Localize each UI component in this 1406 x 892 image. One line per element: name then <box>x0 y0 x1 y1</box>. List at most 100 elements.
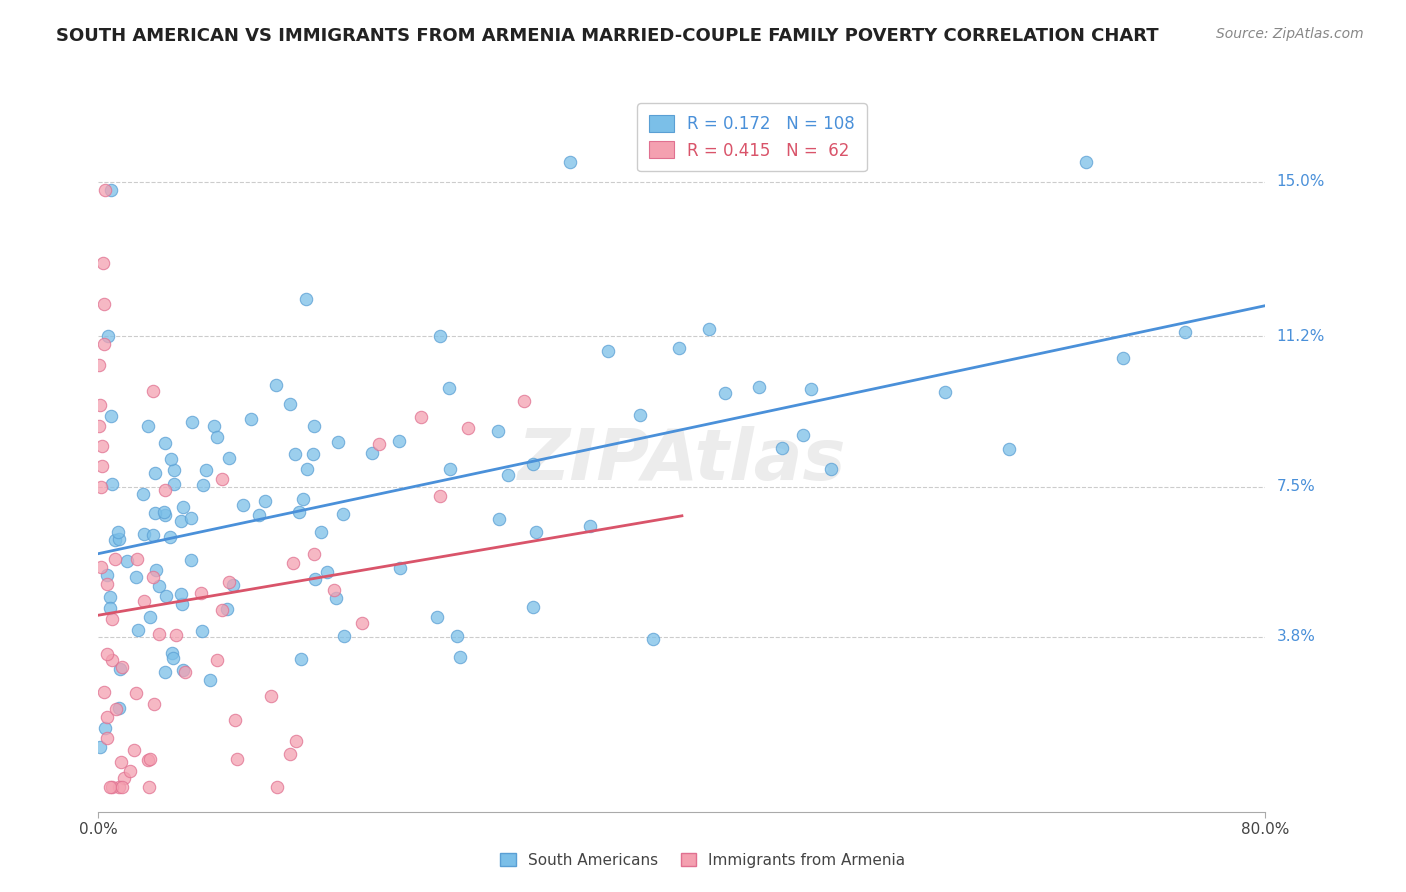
Point <box>97 329 120 343</box>
Point <box>93 337 115 351</box>
Point <box>254 494 277 508</box>
Point <box>409 409 432 424</box>
Point <box>98 591 121 605</box>
Point <box>596 343 619 358</box>
Point <box>284 734 307 748</box>
Point <box>579 519 602 533</box>
Point <box>800 382 823 396</box>
Point <box>368 437 391 451</box>
Point <box>122 743 145 757</box>
Point <box>101 612 124 626</box>
Point <box>284 447 307 461</box>
Point <box>145 467 167 481</box>
Point <box>89 358 111 372</box>
Point <box>101 652 124 666</box>
Point <box>108 533 131 547</box>
Point <box>280 747 302 762</box>
Point <box>142 384 165 398</box>
Point <box>714 386 737 401</box>
Point <box>138 780 160 795</box>
Point <box>232 498 254 512</box>
Point <box>457 420 479 434</box>
Point <box>522 457 544 471</box>
Point <box>278 397 301 411</box>
Point <box>301 446 323 460</box>
Point <box>96 647 118 661</box>
Point <box>295 461 318 475</box>
Point <box>153 483 176 497</box>
Point <box>217 602 239 616</box>
Point <box>249 508 271 522</box>
Point <box>205 653 228 667</box>
Point <box>172 663 194 677</box>
Point <box>163 462 186 476</box>
Point <box>222 578 245 592</box>
Point <box>190 586 212 600</box>
Point <box>326 435 349 450</box>
Point <box>218 574 240 589</box>
Point <box>170 587 193 601</box>
Point <box>264 377 287 392</box>
Legend: R = 0.172   N = 108, R = 0.415   N =  62: R = 0.172 N = 108, R = 0.415 N = 62 <box>637 103 866 171</box>
Point <box>181 415 204 429</box>
Point <box>142 527 165 541</box>
Point <box>111 660 134 674</box>
Point <box>153 505 176 519</box>
Point <box>202 419 225 434</box>
Point <box>522 600 544 615</box>
Point <box>193 478 215 492</box>
Point <box>124 570 146 584</box>
Point <box>290 651 312 665</box>
Point <box>295 292 318 306</box>
Point <box>125 686 148 700</box>
Point <box>997 442 1019 456</box>
Point <box>934 384 956 399</box>
Point <box>143 506 166 520</box>
Point <box>103 533 125 548</box>
Point <box>191 624 214 638</box>
Point <box>770 442 793 456</box>
Point <box>91 439 114 453</box>
Point <box>180 511 202 525</box>
Point <box>142 698 165 712</box>
Point <box>225 752 247 766</box>
Point <box>153 436 176 450</box>
Point <box>170 515 193 529</box>
Point <box>98 600 121 615</box>
Point <box>287 505 309 519</box>
Point <box>792 427 814 442</box>
Point <box>132 526 155 541</box>
Point <box>148 627 170 641</box>
Text: 3.8%: 3.8% <box>1277 630 1316 645</box>
Point <box>107 780 129 795</box>
Point <box>266 780 288 795</box>
Point <box>180 553 202 567</box>
Point <box>110 755 132 769</box>
Point <box>260 689 283 703</box>
Point <box>96 709 118 723</box>
Point <box>96 568 118 582</box>
Point <box>429 489 451 503</box>
Point <box>98 780 121 795</box>
Point <box>558 154 581 169</box>
Text: SOUTH AMERICAN VS IMMIGRANTS FROM ARMENIA MARRIED-COUPLE FAMILY POVERTY CORRELAT: SOUTH AMERICAN VS IMMIGRANTS FROM ARMENI… <box>56 27 1159 45</box>
Point <box>360 445 382 459</box>
Point <box>100 409 122 423</box>
Point <box>101 780 124 795</box>
Point <box>325 591 347 606</box>
Point <box>1174 325 1197 339</box>
Point <box>172 598 194 612</box>
Point <box>426 610 449 624</box>
Point <box>107 525 129 540</box>
Point <box>165 628 187 642</box>
Point <box>91 256 114 270</box>
Text: 15.0%: 15.0% <box>1277 174 1324 189</box>
Point <box>697 322 720 336</box>
Point <box>224 714 246 728</box>
Point <box>323 582 346 597</box>
Point <box>155 508 177 523</box>
Legend: South Americans, Immigrants from Armenia: South Americans, Immigrants from Armenia <box>492 845 914 875</box>
Point <box>91 459 114 474</box>
Point <box>352 616 374 631</box>
Point <box>107 701 129 715</box>
